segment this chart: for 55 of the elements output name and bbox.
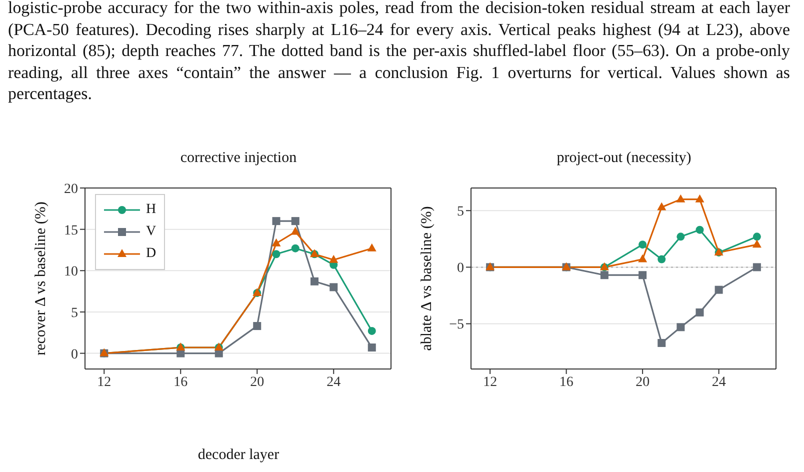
y-tick-label: 0 — [457, 261, 464, 276]
x-tick-label: 12 — [97, 374, 112, 390]
point — [696, 226, 704, 234]
y-tick-label: 5 — [71, 306, 78, 321]
x-tick-label: 24 — [712, 374, 726, 390]
point — [272, 238, 281, 246]
point — [658, 338, 666, 347]
y-tick-label: −5 — [449, 318, 464, 333]
x-tick-label: 16 — [174, 374, 188, 390]
point — [290, 226, 300, 235]
legend-label: H — [146, 201, 156, 219]
x-tick-label: 12 — [483, 374, 498, 390]
point — [368, 326, 376, 335]
y-axis-title: recover Δ vs baseline (%) — [33, 202, 49, 356]
point — [330, 283, 338, 292]
point — [367, 243, 376, 252]
text: logistic-probe accuracy for the two within-axis poles, read from the decision-token residual stream at each layer (PCA-50 features). Decoding rises sharply at L16–24 for every axis. Vertical peaks highest (94 at L23), above horizontal (85); depth reaches 77. The dotted band is the per-axis shuffled-label floor (55–63). On a probe-only reading, all three axes “contain” the answer — a conclusion Fig. 1 overturns for vertical. Values shown as percentages. — [8, 0, 790, 105]
legend-label: D — [146, 245, 156, 263]
point — [329, 254, 338, 263]
point — [658, 255, 666, 264]
point — [695, 194, 704, 202]
point — [272, 217, 280, 226]
legend-label: V — [146, 223, 156, 241]
y-tick-label: 5 — [457, 204, 464, 220]
x-tick-label: 16 — [559, 374, 574, 390]
x-tick-label: 20 — [636, 374, 650, 390]
chart-title: corrective injection — [179, 150, 298, 167]
y-axis-title: ablate Δ vs baseline (%) — [419, 206, 435, 351]
x-axis-title: decoder layer — [196, 447, 280, 464]
chart-title: project-out (necessity) — [556, 150, 692, 167]
x-tick-label: 24 — [326, 374, 341, 390]
point — [752, 240, 762, 248]
point — [714, 286, 723, 294]
y-tick-label: 20 — [64, 182, 78, 197]
point — [272, 250, 280, 258]
point — [657, 202, 666, 210]
point — [291, 217, 300, 226]
point — [676, 323, 685, 332]
y-tick-label: 15 — [64, 223, 78, 238]
point — [253, 322, 262, 330]
point — [638, 240, 647, 249]
point — [676, 194, 686, 202]
point — [600, 271, 608, 280]
point — [638, 271, 647, 280]
y-tick-label: 10 — [64, 264, 78, 280]
point — [368, 344, 376, 352]
point — [752, 232, 761, 241]
point — [291, 244, 300, 252]
y-tick-label: 0 — [71, 347, 78, 362]
point — [696, 308, 704, 316]
point — [310, 277, 318, 286]
point — [676, 232, 685, 241]
point — [638, 254, 648, 262]
point — [752, 263, 761, 272]
x-tick-label: 20 — [250, 374, 264, 390]
